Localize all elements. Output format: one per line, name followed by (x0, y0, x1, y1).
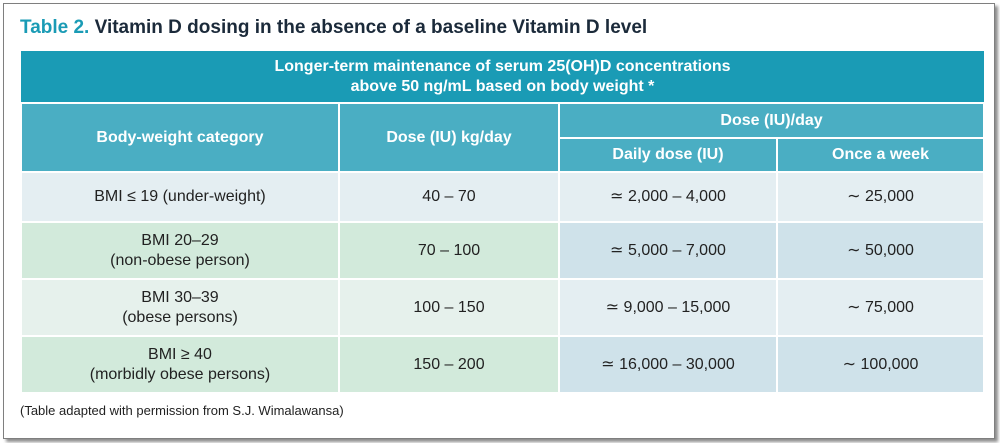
cell-dose-kg: 150 – 200 (338, 335, 560, 394)
table-figure: Table 2. Vitamin D dosing in the absence… (3, 3, 995, 439)
cell-daily: ≃ 9,000 – 15,000 (558, 278, 778, 337)
cell-weekly: ∼ 100,000 (775, 335, 986, 394)
table-row: BMI 30–39 (obese persons) 100 – 150 ≃ 9,0… (20, 278, 986, 337)
cell-daily: ≃ 5,000 – 7,000 (558, 221, 778, 280)
cell-category: BMI 30–39 (obese persons) (20, 278, 340, 337)
cell-dose-kg: 100 – 150 (338, 278, 560, 337)
banner-line-1: Longer-term maintenance of serum 25(OH)D… (274, 57, 731, 75)
table-title: Table 2. Vitamin D dosing in the absence… (20, 17, 647, 39)
cell-weekly: ∼ 75,000 (775, 278, 986, 337)
table-footnote: (Table adapted with permission from S.J.… (20, 403, 344, 418)
cell-weekly: ∼ 50,000 (775, 221, 986, 280)
table-banner: Longer-term maintenance of serum 25(OH)D… (21, 51, 985, 104)
dosing-table: Longer-term maintenance of serum 25(OH)D… (20, 51, 986, 394)
cell-dose-kg: 70 – 100 (338, 221, 560, 280)
header-daily: Daily dose (IU) (558, 137, 778, 173)
cell-daily: ≃ 2,000 – 4,000 (558, 171, 778, 223)
header-dose-day: Dose (IU)/day (557, 102, 986, 139)
cell-dose-kg: 40 – 70 (338, 171, 560, 223)
banner-line-2: above 50 ng/mL based on body weight * (350, 77, 655, 95)
table-row: BMI 20–29 (non-obese person) 70 – 100 ≃ 5… (20, 221, 986, 280)
cell-category: BMI ≤ 19 (under-weight) (20, 171, 340, 223)
header-dose-kg: Dose (IU) kg/day (338, 102, 560, 173)
cell-category: BMI 20–29 (non-obese person) (20, 221, 340, 280)
table-row: BMI ≤ 19 (under-weight) 40 – 70 ≃ 2,000 … (20, 171, 986, 223)
cell-weekly: ∼ 25,000 (775, 171, 986, 223)
header-weekly: Once a week (775, 137, 986, 173)
header-category: Body-weight category (20, 102, 340, 173)
table-row: BMI ≥ 40 (morbidly obese persons) 150 – 2… (20, 335, 986, 394)
table-number: Table 2. (20, 17, 90, 38)
cell-category: BMI ≥ 40 (morbidly obese persons) (20, 335, 340, 394)
cell-daily: ≃ 16,000 – 30,000 (558, 335, 778, 394)
table-caption: Vitamin D dosing in the absence of a bas… (94, 17, 648, 38)
